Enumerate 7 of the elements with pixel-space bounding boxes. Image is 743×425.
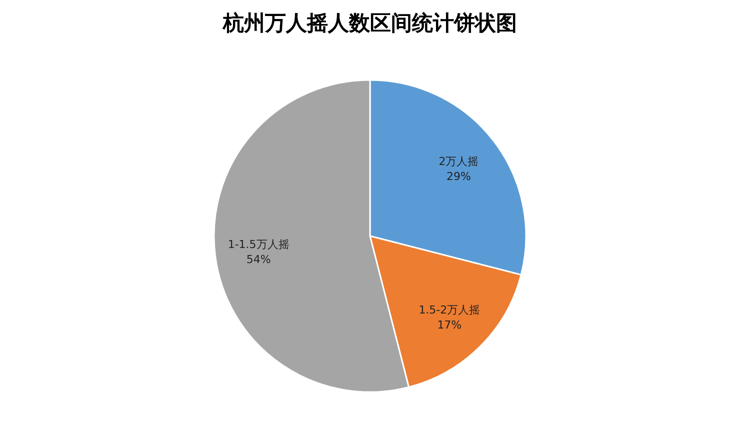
slice-label: 2万人摇 — [438, 155, 479, 168]
data-label: 54% — [246, 253, 271, 266]
slice-label: 1-1.5万人摇 — [228, 238, 290, 252]
data-label: 29% — [446, 170, 471, 184]
chart-title: 杭州万人摇人数区间统计饼状图 — [222, 10, 517, 35]
slice-label: 1.5-2万人摇 — [418, 303, 480, 316]
data-label: 17% — [437, 318, 462, 332]
